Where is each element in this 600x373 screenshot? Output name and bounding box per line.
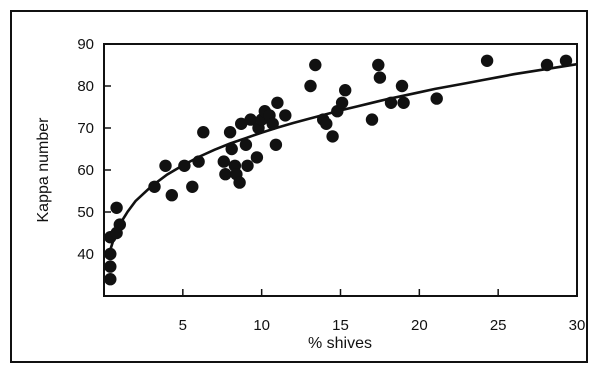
y-tick-label: 40 [77, 246, 94, 263]
y-axis-label: Kappa number [35, 117, 52, 223]
data-point [104, 260, 117, 273]
data-point [250, 151, 264, 164]
y-tick-label: 50 [77, 204, 94, 221]
data-point [365, 113, 379, 126]
data-point [197, 126, 210, 139]
y-tick-label: 80 [77, 78, 94, 95]
data-point [223, 126, 237, 139]
data-point [320, 117, 333, 130]
data-point [395, 79, 409, 93]
data-point [148, 180, 161, 193]
data-point [309, 58, 322, 72]
figure-frame [10, 10, 588, 363]
data-point [559, 54, 573, 67]
data-point [373, 71, 387, 84]
data-point [178, 159, 191, 172]
data-point [217, 155, 230, 168]
data-point [165, 189, 178, 202]
data-point [326, 130, 339, 143]
x-tick-label: 5 [179, 317, 187, 334]
data-point [335, 96, 349, 110]
x-tick-label: 30 [569, 317, 586, 334]
data-point [219, 168, 232, 181]
x-axis-label: % shives [308, 335, 372, 352]
data-point [244, 113, 257, 126]
data-point [269, 138, 283, 151]
data-point [239, 138, 253, 151]
data-point [339, 84, 352, 97]
y-axis-ticks: 40 50 60 70 80 90 [77, 36, 111, 263]
data-point [430, 92, 443, 105]
data-points [104, 54, 573, 286]
data-point [384, 96, 398, 110]
data-point [104, 247, 117, 261]
y-tick-label: 90 [77, 36, 94, 53]
y-tick-label: 60 [77, 162, 94, 179]
data-point [271, 96, 284, 110]
y-tick-label: 70 [77, 120, 94, 137]
data-point [372, 58, 385, 72]
data-point [192, 155, 205, 168]
x-tick-label: 15 [332, 317, 349, 334]
data-point [104, 273, 117, 286]
data-point [233, 176, 246, 189]
x-tick-label: 20 [411, 317, 428, 334]
data-point [110, 226, 123, 240]
x-tick-label: 25 [490, 317, 507, 334]
x-axis-ticks: 5 10 15 20 25 30 [179, 289, 586, 334]
data-point [110, 201, 123, 214]
data-point [186, 180, 199, 193]
data-point [540, 58, 554, 72]
data-point [159, 159, 172, 172]
data-point [304, 79, 317, 93]
data-point [235, 117, 248, 130]
x-tick-label: 10 [253, 317, 270, 334]
data-point [241, 159, 254, 172]
data-point [480, 54, 494, 67]
data-point [266, 117, 279, 130]
data-point [279, 109, 292, 122]
data-point [397, 96, 410, 110]
data-point [225, 142, 238, 156]
